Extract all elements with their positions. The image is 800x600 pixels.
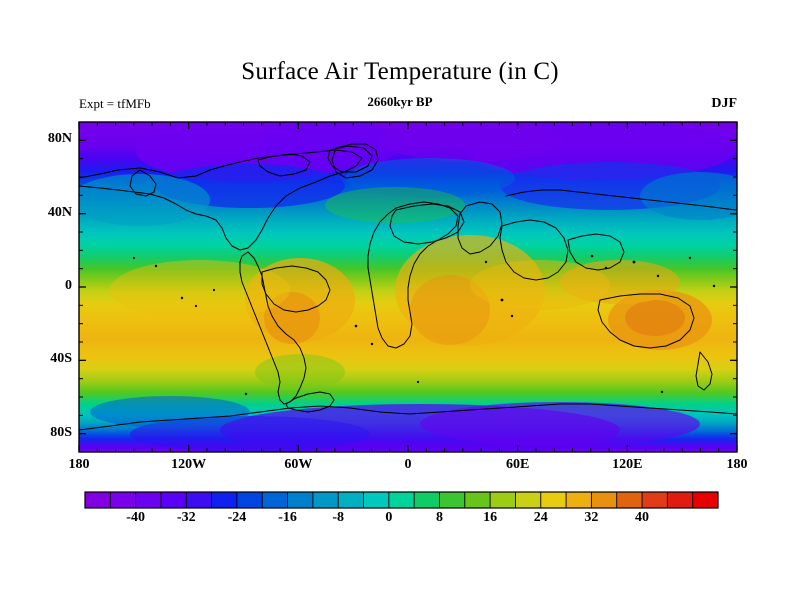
colorbar-tick-label: 32 [584,510,599,525]
colorbar-cell[interactable] [363,492,389,508]
colorbar-cell[interactable] [388,492,415,508]
x-axis-ticks [78,122,738,452]
colorbar-tick-label: 8 [435,510,443,525]
colorbar-cell[interactable] [616,492,643,508]
y-axis-ticks [79,121,737,453]
x-axis-tick-label: 180 [68,457,90,472]
colorbar-cell[interactable] [312,492,339,508]
colorbar-tick-label: 24 [533,510,548,525]
y-axis-tick-label: 80N [47,131,72,147]
colorbar-cell[interactable] [85,492,111,508]
colorbar-cell[interactable] [540,492,567,508]
colorbar-frame [84,491,719,509]
y-axis-tick-label: 40N [47,204,72,220]
colorbar-cell[interactable] [515,492,541,508]
colorbar-cell[interactable] [110,492,136,508]
map-field [79,122,737,452]
colorbar-cell[interactable] [439,492,465,508]
colorbar-cell[interactable] [160,492,187,508]
x-axis-tick-label: 180 [726,457,748,472]
colorbar-cell[interactable] [490,492,516,508]
colorbar-cell[interactable] [211,492,237,508]
regional-anomalies [79,122,737,452]
experiment-label: Expt = tfMFb [79,96,151,111]
x-axis-tick-label: 120W [171,457,207,472]
y-axis-tick-label: 40S [50,351,72,367]
colorbar-cell[interactable] [591,492,617,508]
colorbar-tick-label: 40 [635,510,650,525]
x-axis-tick-label: 120E [612,457,643,472]
colorbar-cell[interactable] [692,492,718,508]
colorbar-cell[interactable] [566,492,592,508]
x-axis-tick-label: 60W [284,457,313,472]
colorbar-tick-label: -24 [227,510,247,525]
y-axis-tick-label: 80S [50,424,72,440]
colorbar-cell[interactable] [667,492,693,508]
colorbar-cell[interactable] [414,492,440,508]
colorbar-tick-label: 16 [483,510,498,525]
season-label: DJF [711,96,737,111]
colorbar-tick-label: -40 [126,510,145,525]
colorbar-cell[interactable] [236,492,263,508]
y-axis-tick-label: 0 [65,278,72,293]
coastlines [79,143,737,431]
figure-subtitle: 2660kyr BP [367,94,433,109]
colorbar-cell[interactable] [287,492,313,508]
x-axis-tick-label: 0 [404,457,412,472]
colorbar-cell[interactable] [338,492,364,508]
colorbar-ticks [109,492,694,508]
colorbar[interactable] [84,491,719,509]
island-marks [132,254,716,396]
colorbar-tick-label: -8 [332,510,345,525]
colorbar-tick-label: -32 [176,510,196,525]
colorbar-cell[interactable] [262,492,288,508]
colorbar-tick-label: 0 [385,510,393,525]
colorbar-cell[interactable] [642,492,668,508]
colorbar-cell[interactable] [186,492,212,508]
colorbar-tick-label: -16 [278,510,297,525]
colorbar-cell[interactable] [135,492,161,508]
x-axis-tick-label: 60E [505,457,530,472]
colorbar-cell[interactable] [464,492,491,508]
page-title: Surface Air Temperature (in C) [241,58,559,85]
